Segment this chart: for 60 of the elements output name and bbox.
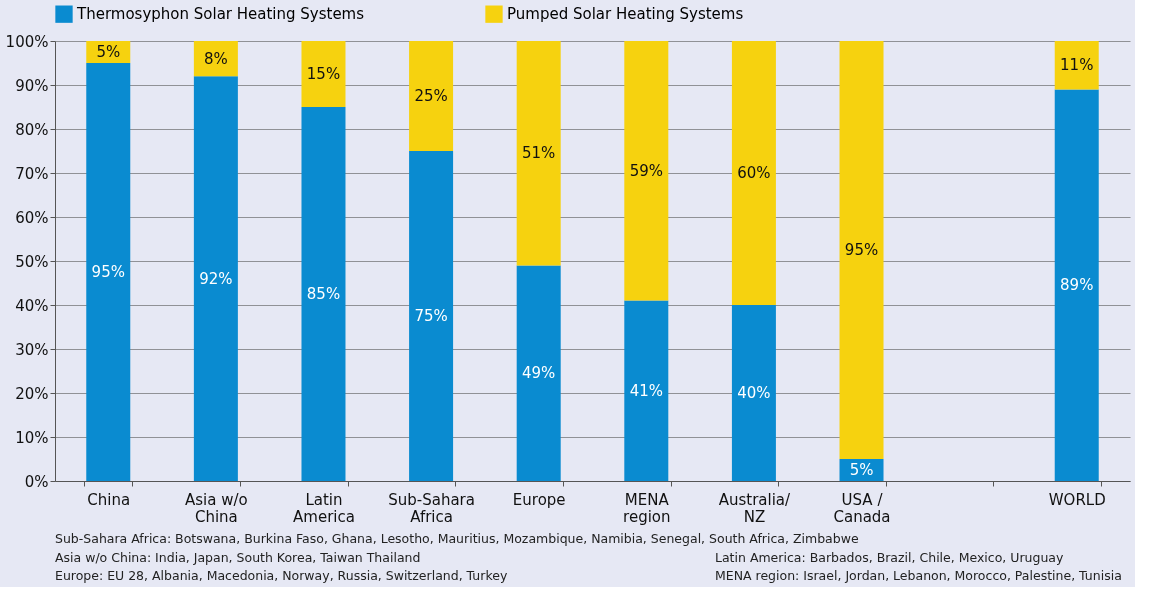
data-label: 40% (737, 384, 771, 402)
y-tick-label: 70% (15, 164, 49, 183)
y-tick-label: 30% (15, 340, 49, 359)
y-tick-label: 10% (15, 428, 49, 447)
bar (86, 63, 131, 481)
bar (193, 76, 238, 481)
x-tick-label: USA / Canada (833, 490, 891, 526)
data-label: 85% (306, 285, 341, 303)
x-tick-label: Asia w/o China (185, 490, 248, 526)
x-tick-label: Australia/ NZ (718, 490, 792, 526)
y-tick-label: 80% (15, 120, 49, 139)
bar (516, 41, 561, 266)
y-tick-label: 0% (24, 472, 49, 491)
data-label: 41% (629, 381, 663, 400)
x-tick-label: WORLD (1048, 490, 1106, 509)
data-label: 15% (306, 65, 341, 83)
data-label: 11% (1060, 56, 1094, 75)
data-label: 8% (203, 49, 228, 68)
text: Latin America: Barbados, Brazil, Chile, Mexico, Uruguay (715, 549, 1065, 565)
data-label: 89% (1060, 276, 1094, 295)
data-label: 5% (96, 43, 121, 61)
data-label: 5% (849, 461, 874, 479)
bar (839, 41, 884, 459)
y-tick-label: 20% (15, 384, 49, 403)
bar (409, 151, 454, 481)
data-label: 25% (414, 87, 448, 105)
bar (409, 41, 454, 151)
bar (1054, 89, 1099, 481)
x-tick-label: China (87, 490, 131, 509)
text: Sub-Sahara Africa: Botswana, Burkina Faso, Ghana, Lesotho, Mauritius, Mozambique, Namibia, Senegal, South Africa, Zimbabwe (55, 531, 859, 547)
text: MENA region: Israel, Jordan, Lebanon, Morocco, Palestine, Tunisia (715, 568, 1122, 583)
data-label: 95% (91, 263, 125, 281)
bar (731, 305, 776, 481)
legend-label: Pumped Solar Heating Systems (507, 5, 744, 24)
x-tick-label: Sub-Sahara Africa (388, 490, 475, 526)
data-label: 92% (199, 269, 233, 288)
y-tick-label: 90% (15, 76, 49, 95)
legend-label: Thermosyphon Solar Heating Systems (76, 5, 365, 24)
data-label: 51% (522, 144, 556, 163)
x-tick-label: Europe (512, 490, 566, 509)
x-tick-label: MENA region (623, 490, 671, 526)
bar (731, 41, 776, 305)
bar (301, 41, 346, 107)
text: Asia w/o China: India, Japan, South Korea, Taiwan Thailand (55, 549, 421, 565)
bar (624, 41, 669, 301)
y-tick-label: 50% (15, 252, 49, 271)
data-label: 60% (737, 164, 771, 182)
bar (301, 107, 346, 481)
data-label: 49% (522, 364, 556, 383)
y-tick-label: 100% (5, 32, 49, 51)
y-tick-label: 60% (15, 208, 49, 227)
bar (624, 300, 669, 481)
bar (516, 265, 561, 481)
y-tick-label: 40% (15, 296, 49, 315)
data-label: 75% (414, 307, 448, 325)
bar (1054, 41, 1099, 90)
data-label: 59% (629, 161, 663, 180)
x-tick-label: Latin America (293, 490, 355, 526)
text: Europe: EU 28, Albania, Macedonia, Norway, Russia, Switzerland, Turkey (55, 568, 508, 583)
data-label: 95% (844, 241, 879, 259)
